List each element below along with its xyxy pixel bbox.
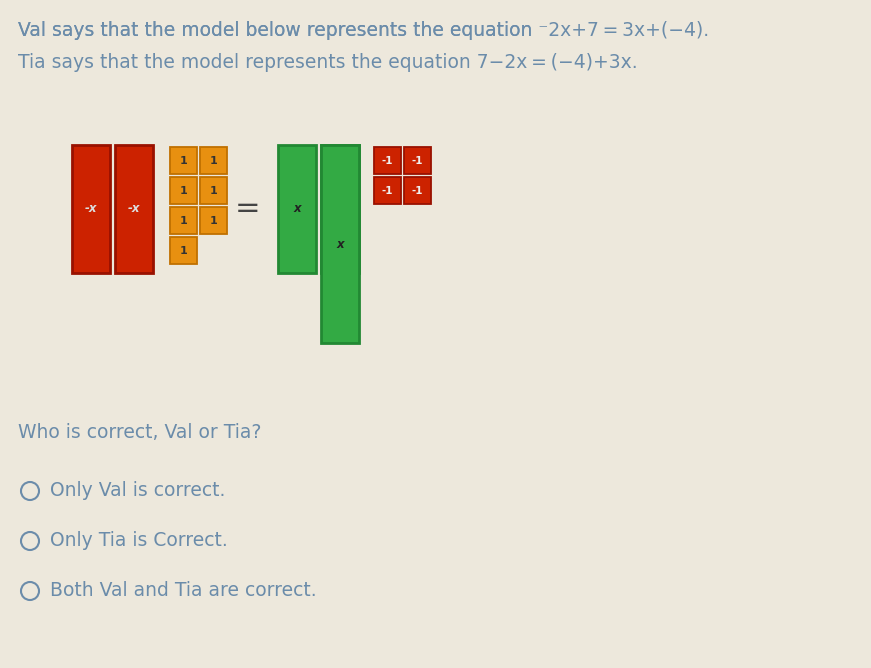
Text: Tia says that the model represents the equation 7−2x = (−4)+3x.: Tia says that the model represents the e…	[18, 53, 638, 71]
FancyBboxPatch shape	[200, 147, 227, 174]
Text: -1: -1	[381, 156, 393, 166]
Text: -1: -1	[381, 186, 393, 196]
FancyBboxPatch shape	[170, 147, 197, 174]
Text: Who is correct, Val or Tia?: Who is correct, Val or Tia?	[18, 424, 261, 442]
Text: x: x	[336, 238, 344, 250]
FancyBboxPatch shape	[321, 145, 359, 343]
Text: Val says that the model below represents the equation ⁻2x+7 = 3x+(−4).: Val says that the model below represents…	[18, 21, 709, 39]
FancyBboxPatch shape	[200, 177, 227, 204]
Text: -x: -x	[84, 202, 98, 216]
Text: =: =	[235, 194, 260, 224]
Text: 1: 1	[179, 216, 187, 226]
Text: -1: -1	[412, 186, 423, 196]
FancyBboxPatch shape	[321, 145, 359, 273]
FancyBboxPatch shape	[278, 145, 316, 273]
Text: Val says that the model below represents the equation: Val says that the model below represents…	[18, 21, 538, 39]
Text: x: x	[294, 202, 300, 216]
FancyBboxPatch shape	[374, 177, 401, 204]
Text: Only Tia is Correct.: Only Tia is Correct.	[50, 532, 227, 550]
Text: 1: 1	[210, 186, 218, 196]
FancyBboxPatch shape	[404, 177, 431, 204]
Text: -1: -1	[412, 156, 423, 166]
FancyBboxPatch shape	[374, 147, 401, 174]
FancyBboxPatch shape	[115, 145, 153, 273]
FancyBboxPatch shape	[72, 145, 110, 273]
Text: -x: -x	[128, 202, 140, 216]
Text: 1: 1	[179, 246, 187, 255]
FancyBboxPatch shape	[170, 207, 197, 234]
FancyBboxPatch shape	[170, 237, 197, 264]
Text: 1: 1	[179, 186, 187, 196]
Text: 1: 1	[179, 156, 187, 166]
Text: x: x	[336, 202, 344, 216]
FancyBboxPatch shape	[404, 147, 431, 174]
Text: Both Val and Tia are correct.: Both Val and Tia are correct.	[50, 582, 317, 601]
Text: 1: 1	[210, 156, 218, 166]
FancyBboxPatch shape	[200, 207, 227, 234]
Text: Only Val is correct.: Only Val is correct.	[50, 482, 226, 500]
Text: 1: 1	[210, 216, 218, 226]
FancyBboxPatch shape	[170, 177, 197, 204]
